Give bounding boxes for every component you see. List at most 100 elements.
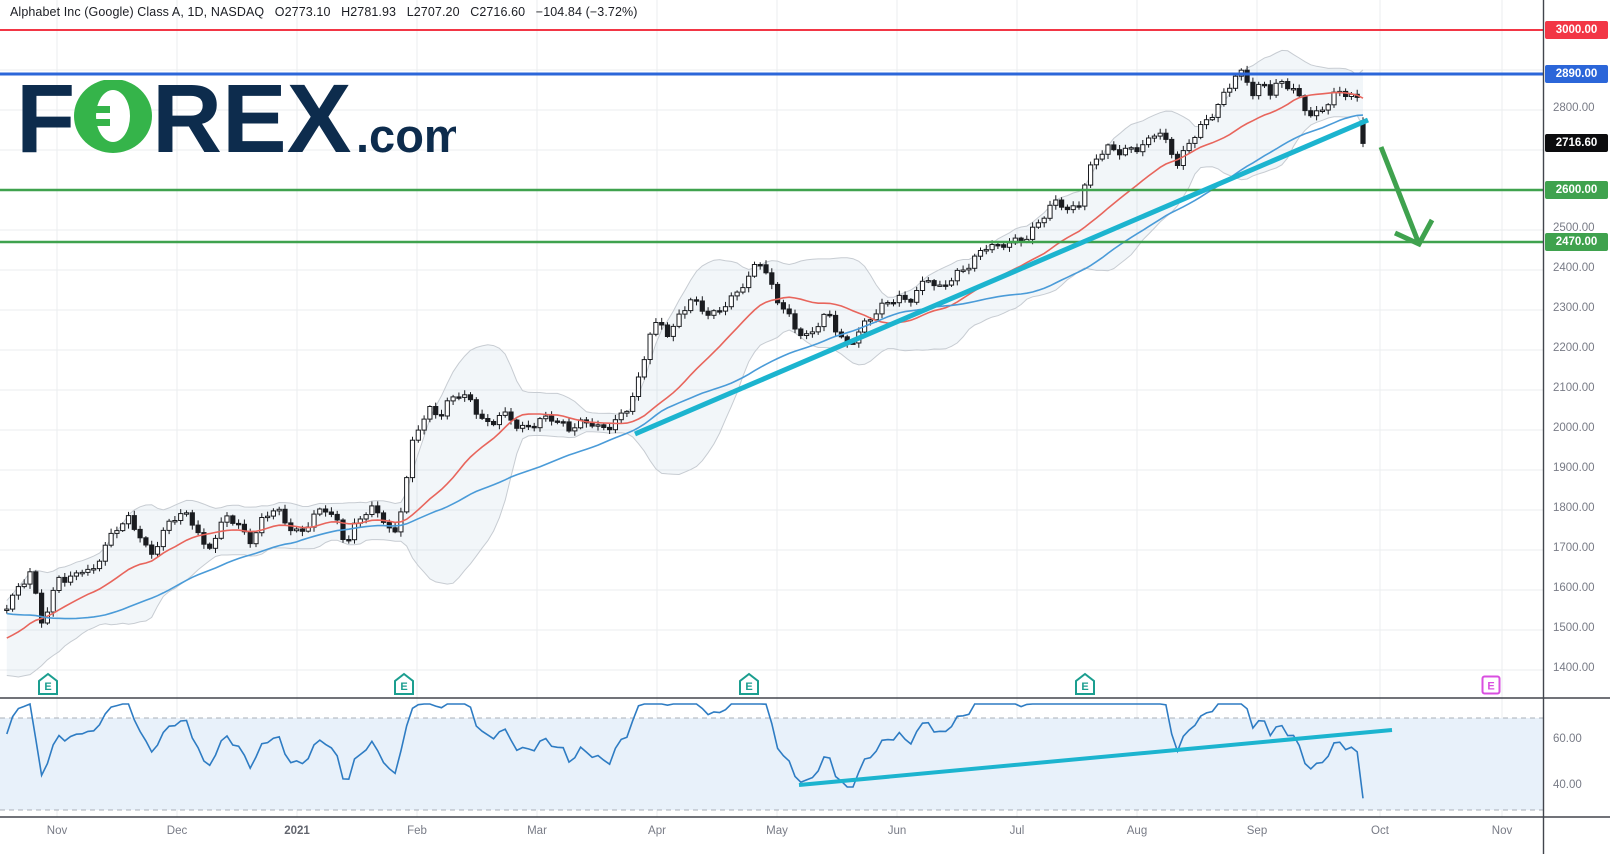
candle	[1059, 199, 1065, 208]
candle	[595, 424, 601, 427]
symbol-name[interactable]: Alphabet Inc (Google) Class A, 1D, NASDA…	[10, 5, 265, 19]
time-tick-label: Nov	[46, 825, 68, 837]
candle	[137, 528, 143, 539]
candle	[1250, 81, 1256, 97]
candle	[10, 594, 16, 610]
candle	[149, 544, 155, 555]
price-tick-label: 1400.00	[1553, 662, 1595, 674]
candle	[317, 508, 323, 515]
candle	[96, 560, 103, 570]
time-tick-label: Feb	[407, 825, 427, 837]
candle	[1122, 147, 1129, 156]
candle	[1227, 87, 1233, 93]
candle	[896, 294, 902, 304]
price-tick-label: 1600.00	[1553, 582, 1595, 594]
main-trendline[interactable]	[634, 117, 1369, 437]
candle	[485, 418, 491, 422]
candle	[189, 512, 195, 526]
candle	[914, 290, 920, 303]
price-axis-badge: 2890.00	[1545, 65, 1608, 83]
candle	[299, 528, 305, 532]
change-value: −104.84 (−3.72%)	[535, 5, 638, 19]
bollinger-bands[interactable]	[6, 49, 1364, 678]
candle	[670, 325, 676, 337]
svg-text:E: E	[400, 681, 407, 693]
candle	[62, 576, 68, 583]
candle	[207, 543, 213, 549]
candle	[554, 420, 560, 423]
earnings-marker-icon[interactable]: E	[1075, 672, 1095, 695]
candle	[1030, 226, 1036, 240]
candle	[1319, 109, 1326, 112]
candle	[804, 333, 810, 337]
candle	[404, 477, 410, 513]
ohlc-close: C2716.60	[470, 5, 526, 19]
candle	[1267, 84, 1273, 96]
candle	[85, 568, 91, 573]
earnings-marker-icon[interactable]: E	[394, 672, 414, 695]
candle	[172, 520, 178, 523]
candle	[1128, 147, 1134, 150]
candle	[114, 530, 120, 534]
candle	[1088, 164, 1094, 186]
candle	[1186, 142, 1192, 152]
price-tick-label: 2500.00	[1553, 222, 1595, 234]
candle	[1157, 132, 1163, 137]
candle	[705, 310, 711, 316]
down-arrow-head[interactable]	[1393, 218, 1435, 248]
candle	[1203, 119, 1210, 126]
rsi-line[interactable]	[6, 702, 1364, 799]
symbol-legend[interactable]: Alphabet Inc (Google) Class A, 1D, NASDA…	[10, 5, 644, 19]
time-tick-label: Oct	[1371, 825, 1389, 837]
rsi-tick-label: 40.00	[1553, 779, 1582, 791]
down-arrow-shaft[interactable]	[1378, 146, 1422, 245]
earnings-marker-icon[interactable]: E	[739, 672, 759, 695]
candle	[56, 576, 62, 592]
candle	[919, 280, 926, 291]
candle	[537, 418, 543, 429]
price-level-lines[interactable]	[0, 29, 1543, 244]
candle	[120, 523, 126, 532]
candle	[682, 310, 688, 315]
candle	[183, 512, 190, 515]
logo-letters-rex: REX	[152, 80, 351, 162]
candle	[1151, 135, 1158, 139]
candle	[415, 429, 421, 441]
candle	[693, 299, 700, 302]
candle	[421, 418, 427, 431]
candle	[676, 313, 682, 327]
candle	[954, 269, 960, 282]
candle	[1146, 137, 1152, 146]
future-earnings-marker-icon[interactable]: E	[1481, 675, 1501, 695]
price-tick-label: 2200.00	[1553, 342, 1595, 354]
candle	[514, 419, 520, 429]
candle	[496, 415, 502, 426]
candle	[1296, 88, 1302, 97]
trendline-drawings[interactable]	[634, 117, 1435, 787]
candle	[809, 331, 815, 335]
candle	[711, 310, 717, 316]
candle	[27, 571, 33, 585]
moving-averages[interactable]	[6, 91, 1364, 639]
candle	[125, 515, 132, 525]
candle	[566, 421, 572, 432]
price-tick-label: 2800.00	[1553, 102, 1595, 114]
time-axis[interactable]: Nov Dec 2021 Feb Mar Apr May Jun Jul Aug Sep Oct Nov	[0, 818, 1610, 854]
candle	[178, 513, 184, 521]
rsi-trendline[interactable]	[798, 728, 1393, 787]
candle	[15, 586, 21, 596]
price-axis[interactable]: 2800.002700.002500.002400.002300.002200.…	[1544, 0, 1610, 818]
candle	[241, 523, 248, 533]
svg-text:E: E	[44, 681, 51, 693]
candle	[1099, 153, 1105, 160]
candle	[73, 572, 80, 577]
candle	[641, 359, 647, 378]
candle	[1244, 69, 1250, 83]
candle	[1215, 104, 1221, 118]
earnings-marker-icon[interactable]: E	[38, 672, 58, 695]
candle	[450, 396, 456, 402]
candle	[282, 508, 288, 524]
candle	[230, 515, 236, 524]
